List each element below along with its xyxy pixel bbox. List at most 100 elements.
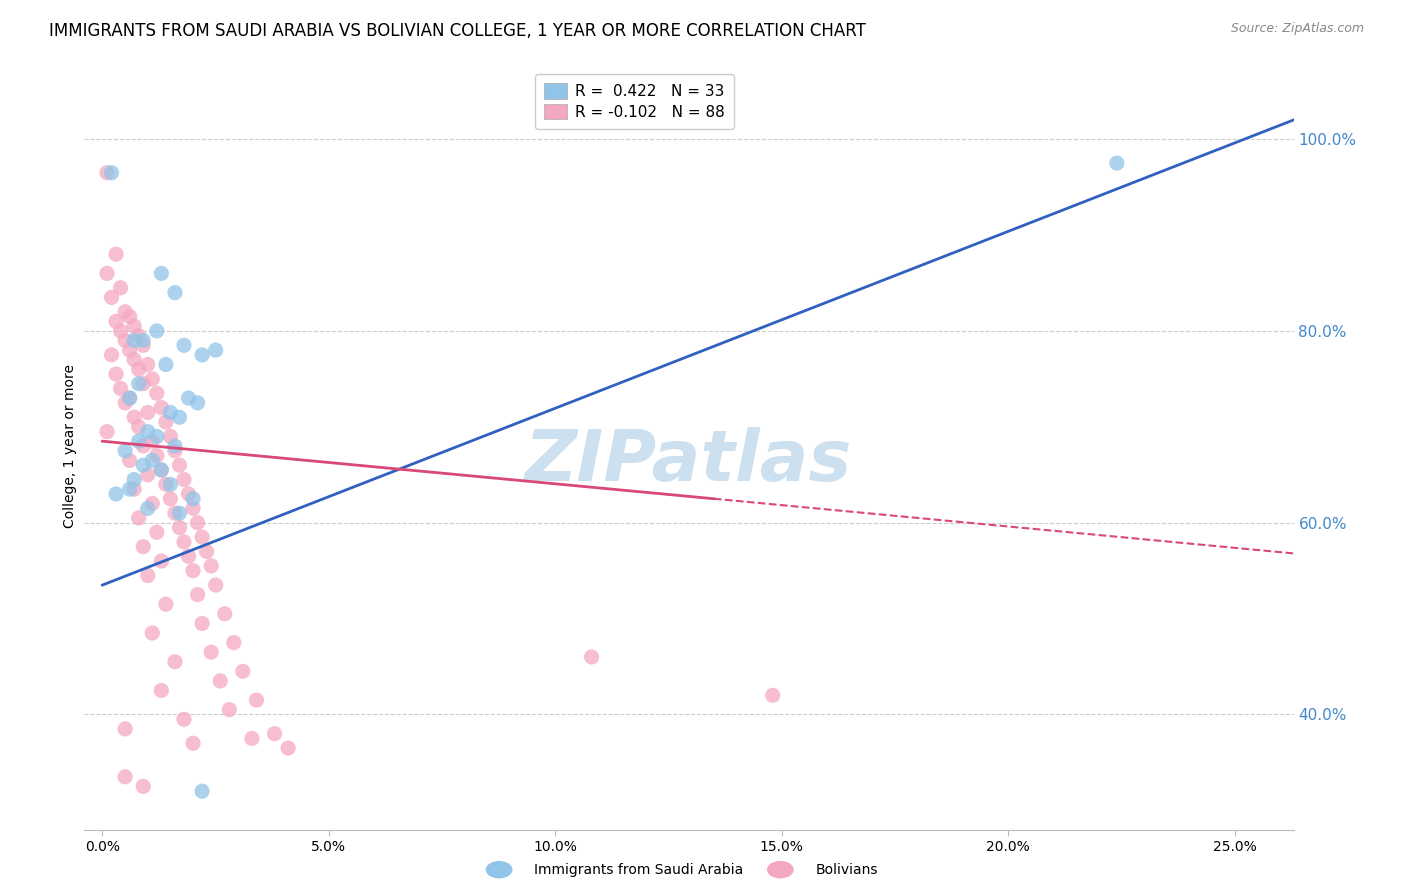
Point <box>155 358 177 372</box>
Point <box>181 501 204 516</box>
Point <box>163 285 186 300</box>
Point <box>136 425 159 439</box>
Point <box>169 520 191 534</box>
Point <box>146 429 169 443</box>
Point <box>141 434 163 449</box>
Point <box>163 439 186 453</box>
Point <box>181 564 204 578</box>
Text: ZIPatlas: ZIPatlas <box>526 427 852 496</box>
Point <box>141 626 163 640</box>
Point <box>155 415 177 429</box>
Point <box>150 554 173 568</box>
Point <box>762 689 785 703</box>
Point <box>163 443 186 458</box>
Point <box>128 328 150 343</box>
Point <box>146 525 169 540</box>
Point <box>122 319 145 334</box>
Point <box>105 314 128 328</box>
Point <box>114 334 136 348</box>
Point <box>169 506 191 520</box>
Point <box>232 665 254 679</box>
Point <box>128 434 150 449</box>
Text: Source: ZipAtlas.com: Source: ZipAtlas.com <box>1230 22 1364 36</box>
Point <box>128 420 150 434</box>
Point <box>214 607 236 621</box>
Point <box>222 635 245 649</box>
Point <box>114 722 136 736</box>
Point <box>169 458 191 473</box>
Point <box>118 482 141 496</box>
Point <box>132 458 155 473</box>
Point <box>146 324 169 338</box>
Point <box>155 477 177 491</box>
Text: Immigrants from Saudi Arabia: Immigrants from Saudi Arabia <box>534 863 744 877</box>
Point <box>150 463 173 477</box>
Point <box>155 597 177 611</box>
Point <box>118 391 141 405</box>
Point <box>163 506 186 520</box>
Point <box>150 463 173 477</box>
Point <box>96 425 118 439</box>
Point <box>209 673 232 688</box>
Point <box>100 166 122 180</box>
Point <box>187 588 209 602</box>
Point <box>110 382 132 396</box>
Point <box>146 386 169 401</box>
Point <box>118 310 141 324</box>
Point <box>187 516 209 530</box>
Point <box>114 396 136 410</box>
Y-axis label: College, 1 year or more: College, 1 year or more <box>63 364 77 528</box>
Point <box>141 497 163 511</box>
Point <box>141 372 163 386</box>
Point <box>114 305 136 319</box>
Point <box>105 487 128 501</box>
Point <box>128 511 150 525</box>
Point <box>122 473 145 487</box>
Point <box>105 367 128 381</box>
Point <box>200 645 222 659</box>
Point <box>263 727 285 741</box>
Point <box>128 376 150 391</box>
Point <box>100 348 122 362</box>
Point <box>128 362 150 376</box>
Point <box>132 780 155 794</box>
Point <box>150 683 173 698</box>
Point <box>159 429 181 443</box>
Point <box>122 352 145 367</box>
Point <box>173 338 195 352</box>
Point <box>110 324 132 338</box>
Point <box>100 290 122 304</box>
Point <box>150 266 173 280</box>
Text: Bolivians: Bolivians <box>815 863 877 877</box>
Point <box>204 578 226 592</box>
Point <box>245 693 267 707</box>
Point <box>114 770 136 784</box>
Point <box>159 491 181 506</box>
Point <box>141 453 163 467</box>
Point <box>177 549 200 564</box>
Point <box>191 530 214 544</box>
Point <box>136 568 159 582</box>
Point <box>159 477 181 491</box>
Point <box>159 405 181 419</box>
Point <box>181 491 204 506</box>
Point <box>187 396 209 410</box>
Point <box>110 281 132 295</box>
Point <box>173 473 195 487</box>
Point <box>173 712 195 726</box>
Point <box>96 166 118 180</box>
Point <box>191 616 214 631</box>
Point <box>105 247 128 261</box>
Point <box>122 482 145 496</box>
Point <box>118 343 141 358</box>
Point <box>136 358 159 372</box>
Point <box>132 334 155 348</box>
Point <box>150 401 173 415</box>
Point <box>132 376 155 391</box>
Point <box>218 703 240 717</box>
Text: IMMIGRANTS FROM SAUDI ARABIA VS BOLIVIAN COLLEGE, 1 YEAR OR MORE CORRELATION CHA: IMMIGRANTS FROM SAUDI ARABIA VS BOLIVIAN… <box>49 22 866 40</box>
Point <box>581 650 603 665</box>
Point <box>136 467 159 482</box>
Point <box>118 391 141 405</box>
Point <box>96 266 118 280</box>
